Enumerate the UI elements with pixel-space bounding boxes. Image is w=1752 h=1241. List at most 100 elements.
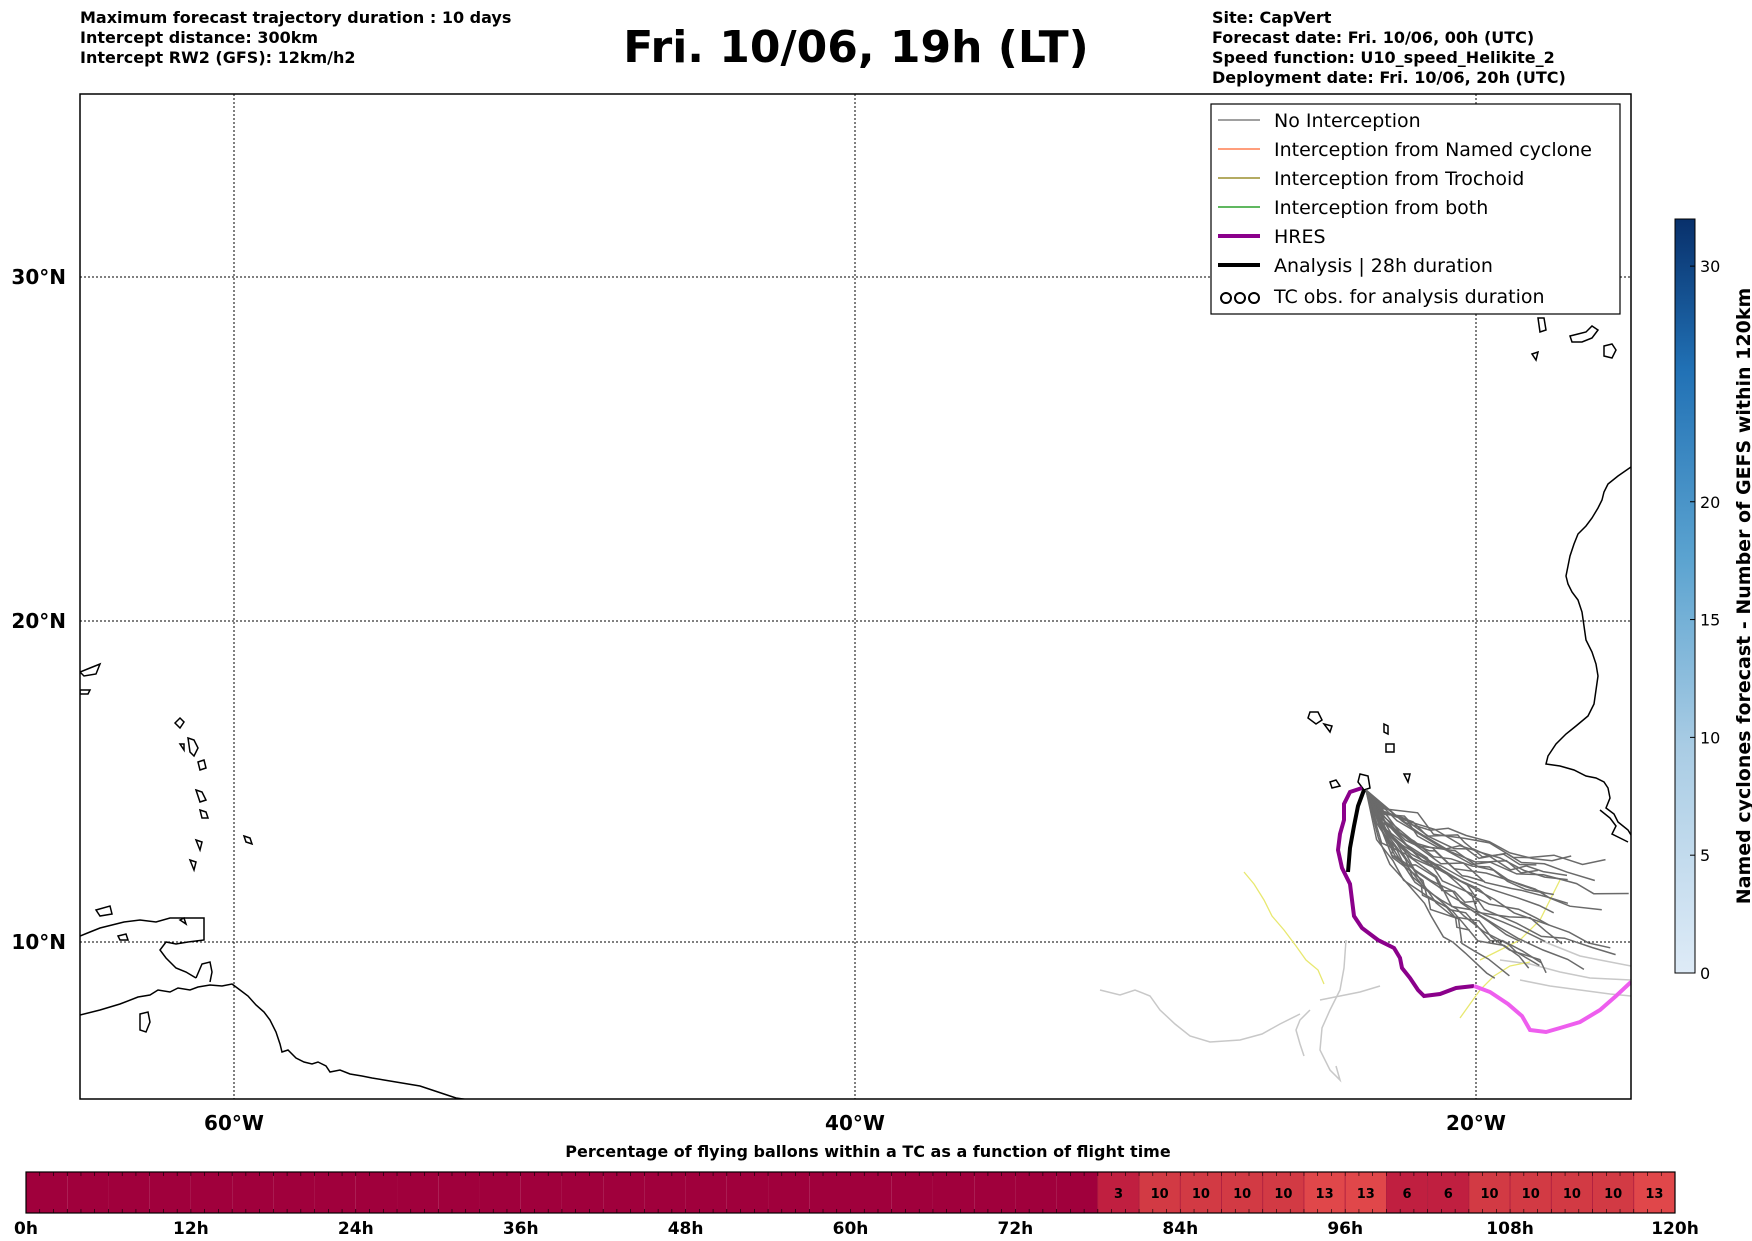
cape-verde-2 bbox=[1322, 722, 1333, 734]
no-interception-trajectory bbox=[1365, 789, 1547, 974]
timeline-cell bbox=[891, 1172, 933, 1213]
timeline-cell bbox=[438, 1172, 480, 1213]
lat-label: 10°N bbox=[11, 930, 66, 954]
lesser-antilles-2 bbox=[187, 736, 199, 758]
timeline-cell-value: 10 bbox=[1522, 1187, 1540, 1202]
timeline-cell bbox=[232, 1172, 274, 1213]
timeline-cell-value: 10 bbox=[1563, 1187, 1581, 1202]
timeline-cell bbox=[1056, 1172, 1098, 1213]
site-text: Site: CapVert bbox=[1212, 8, 1332, 27]
colorbar-gradient bbox=[1674, 218, 1696, 974]
map-frame bbox=[79, 93, 1632, 1100]
guinea-coast-detail bbox=[1599, 809, 1629, 843]
timeline-cell bbox=[108, 1172, 150, 1213]
timeline-cell-value: 10 bbox=[1151, 1187, 1169, 1202]
colorbar-tick-label: 5 bbox=[1700, 846, 1710, 865]
intercept-distance-text: Intercept distance: 300km bbox=[80, 28, 319, 47]
timeline-cell bbox=[26, 1172, 68, 1213]
no-interception-trajectory bbox=[1365, 789, 1585, 971]
lon-label: 40°W bbox=[825, 1111, 885, 1135]
speed-function-text: Speed function: U10_speed_Helikite_2 bbox=[1212, 48, 1555, 67]
legend: No Interception Interception from Named … bbox=[1210, 103, 1621, 315]
timeline-cell-value: 6 bbox=[1444, 1187, 1453, 1202]
cape-verde-4 bbox=[1385, 743, 1395, 753]
puerto-rico-west bbox=[80, 689, 92, 695]
timeline-cell bbox=[520, 1172, 562, 1213]
timeline-title: Percentage of flying ballons within a TC… bbox=[565, 1142, 1171, 1161]
lesser-antilles-6 bbox=[194, 838, 203, 853]
canary-islands-2 bbox=[1603, 343, 1617, 359]
timeline-time-label: 24h bbox=[338, 1219, 374, 1239]
timeline-cell bbox=[314, 1172, 356, 1213]
timeline-time-label: 96h bbox=[1327, 1219, 1363, 1239]
timeline-time-label: 36h bbox=[503, 1219, 539, 1239]
timeline-cell bbox=[479, 1172, 521, 1213]
timeline-cell bbox=[726, 1172, 769, 1213]
lesser-antilles-3 bbox=[197, 759, 207, 771]
timeline-cell bbox=[273, 1172, 315, 1213]
timeline-cell bbox=[1138, 1171, 1181, 1214]
timeline-cell-value: 13 bbox=[1316, 1187, 1334, 1202]
grenadines bbox=[178, 916, 188, 926]
light-trajectory bbox=[1099, 989, 1301, 1043]
lesser-antilles-5 bbox=[198, 808, 210, 819]
lesser-antilles-7 bbox=[188, 858, 197, 873]
timeline-cell bbox=[1468, 1171, 1511, 1214]
trochoid-trajectory bbox=[1459, 961, 1531, 1019]
canary-islands-4 bbox=[1530, 350, 1540, 362]
timeline-cell-value: 13 bbox=[1645, 1187, 1663, 1202]
no-interception-trajectory bbox=[1365, 789, 1616, 956]
timeline-cell bbox=[149, 1172, 191, 1213]
no-interception-trajectory bbox=[1365, 789, 1602, 911]
colorbar-tick-label: 30 bbox=[1700, 257, 1720, 276]
light-trajectory bbox=[1539, 939, 1631, 967]
timeline-cell bbox=[974, 1172, 1016, 1213]
legend-label: TC obs. for analysis duration bbox=[1273, 286, 1545, 308]
timeline-cell bbox=[1262, 1171, 1305, 1214]
timeline-time-label: 0h bbox=[14, 1219, 38, 1239]
no-interception-trajectory bbox=[1365, 789, 1492, 901]
coastlines bbox=[80, 317, 1631, 1099]
legend-label: Analysis | 28h duration bbox=[1274, 255, 1493, 277]
cape-verde-5 bbox=[1329, 779, 1342, 789]
timeline-strip: 3 10 10 10 10 13 13 6 6 10 10 10 10 13 bbox=[25, 1171, 1676, 1214]
lon-label: 60°W bbox=[204, 1111, 264, 1135]
paria-peninsula bbox=[195, 961, 213, 983]
lesser-antilles-1 bbox=[173, 716, 185, 730]
legend-box bbox=[1210, 103, 1621, 315]
light-trajectory bbox=[1519, 979, 1631, 997]
no-interception-trajectory bbox=[1365, 789, 1606, 866]
trajectories bbox=[1099, 786, 1631, 1083]
colorbar-label: Named cyclones forecast - Number of GEFS… bbox=[1733, 288, 1752, 905]
timeline-cell bbox=[932, 1172, 975, 1213]
timeline-time-label: 108h bbox=[1486, 1219, 1534, 1239]
colorbar-tick-label: 20 bbox=[1700, 493, 1720, 512]
timeline-time-labels: 0h 12h 24h 36h 48h 60h 72h 84h 96h 108h 120h bbox=[14, 1219, 1699, 1239]
colorbar-tick-label: 0 bbox=[1700, 964, 1710, 983]
forecast-date-text: Forecast date: Fri. 10/06, 00h (UTC) bbox=[1212, 28, 1535, 47]
timeline-cell bbox=[1633, 1171, 1676, 1214]
intercept-rw2-text: Intercept RW2 (GFS): 12km/h2 bbox=[80, 48, 356, 67]
deployment-date-text: Deployment date: Fri. 10/06, 20h (UTC) bbox=[1212, 68, 1566, 87]
timeline-cell bbox=[603, 1172, 645, 1213]
lat-label: 20°N bbox=[11, 609, 66, 633]
no-interception-trajectory bbox=[1365, 789, 1470, 931]
timeline-time-label: 12h bbox=[173, 1219, 209, 1239]
south-america-coast bbox=[80, 983, 469, 1099]
timeline-cell bbox=[644, 1172, 686, 1213]
timeline-time-label: 72h bbox=[998, 1219, 1034, 1239]
timeline-cell-value: 10 bbox=[1274, 1187, 1292, 1202]
no-interception-trajectory bbox=[1365, 789, 1537, 866]
no-interception-trajectory bbox=[1365, 789, 1496, 979]
timeline-cell-value: 10 bbox=[1480, 1187, 1498, 1202]
timeline-cell-value: 10 bbox=[1233, 1187, 1251, 1202]
no-interception-trajectory bbox=[1365, 789, 1546, 894]
timeline-cell bbox=[190, 1172, 233, 1213]
longitude-labels: 60°W 40°W 20°W bbox=[204, 1111, 1506, 1135]
no-interception-trajectory bbox=[1365, 789, 1611, 949]
no-interception-trajectory bbox=[1365, 789, 1510, 977]
africa-coast bbox=[1545, 466, 1631, 836]
timeline-cell-value: 10 bbox=[1192, 1187, 1210, 1202]
cape-verde-1 bbox=[1307, 711, 1323, 725]
